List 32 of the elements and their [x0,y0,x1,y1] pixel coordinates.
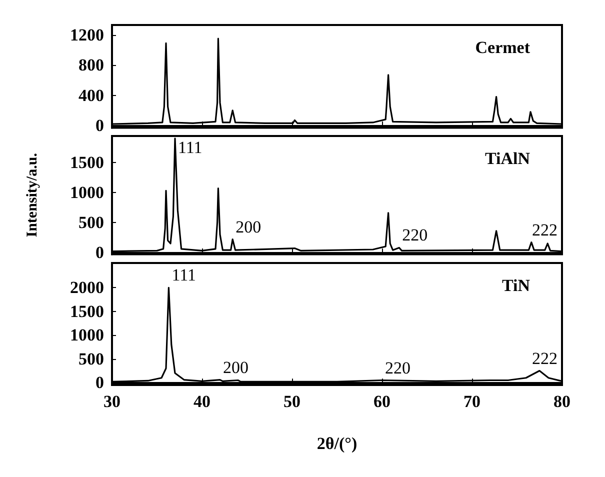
y-tick-label: 1200 [70,25,104,44]
x-tick-label: 50 [284,392,300,411]
annotation: 200 [223,358,248,377]
x-tick-label: 40 [194,392,210,411]
annotation: 200 [236,217,262,236]
x-tick-label: 30 [104,392,120,411]
y-tick-label: 1000 [70,326,104,345]
text: TiAlN [484,149,531,168]
annotation: 220 [385,358,410,378]
text: TiN [502,276,531,295]
y-tick-label: 800 [78,56,104,75]
annotation: 111 [172,266,196,285]
annotation: 222 [532,348,558,368]
y-tick-label: 1500 [70,152,104,172]
annotation: 220 [402,226,428,245]
text: Cermet [475,38,530,57]
y-tick-label: 0 [96,373,104,392]
x-tick-label: 70 [464,392,480,411]
y-tick-label: 0 [96,243,104,262]
y-tick-label: 500 [78,349,104,368]
x-tick-label: 60 [374,392,390,411]
annotation: 222 [532,220,558,240]
y-axis-title: Intensity/a.u. [24,152,40,238]
y-tick-label: 500 [78,212,104,232]
y-tick-label: 0 [96,116,104,135]
y-tick-label: 1500 [70,302,104,321]
x-axis-title: 2θ/(°) [316,434,358,453]
y-tick-label: 2000 [70,278,104,298]
annotation: 111 [178,138,202,157]
x-tick-label: 80 [554,392,570,411]
y-tick-label: 1000 [70,182,104,202]
y-tick-label: 400 [78,86,104,105]
